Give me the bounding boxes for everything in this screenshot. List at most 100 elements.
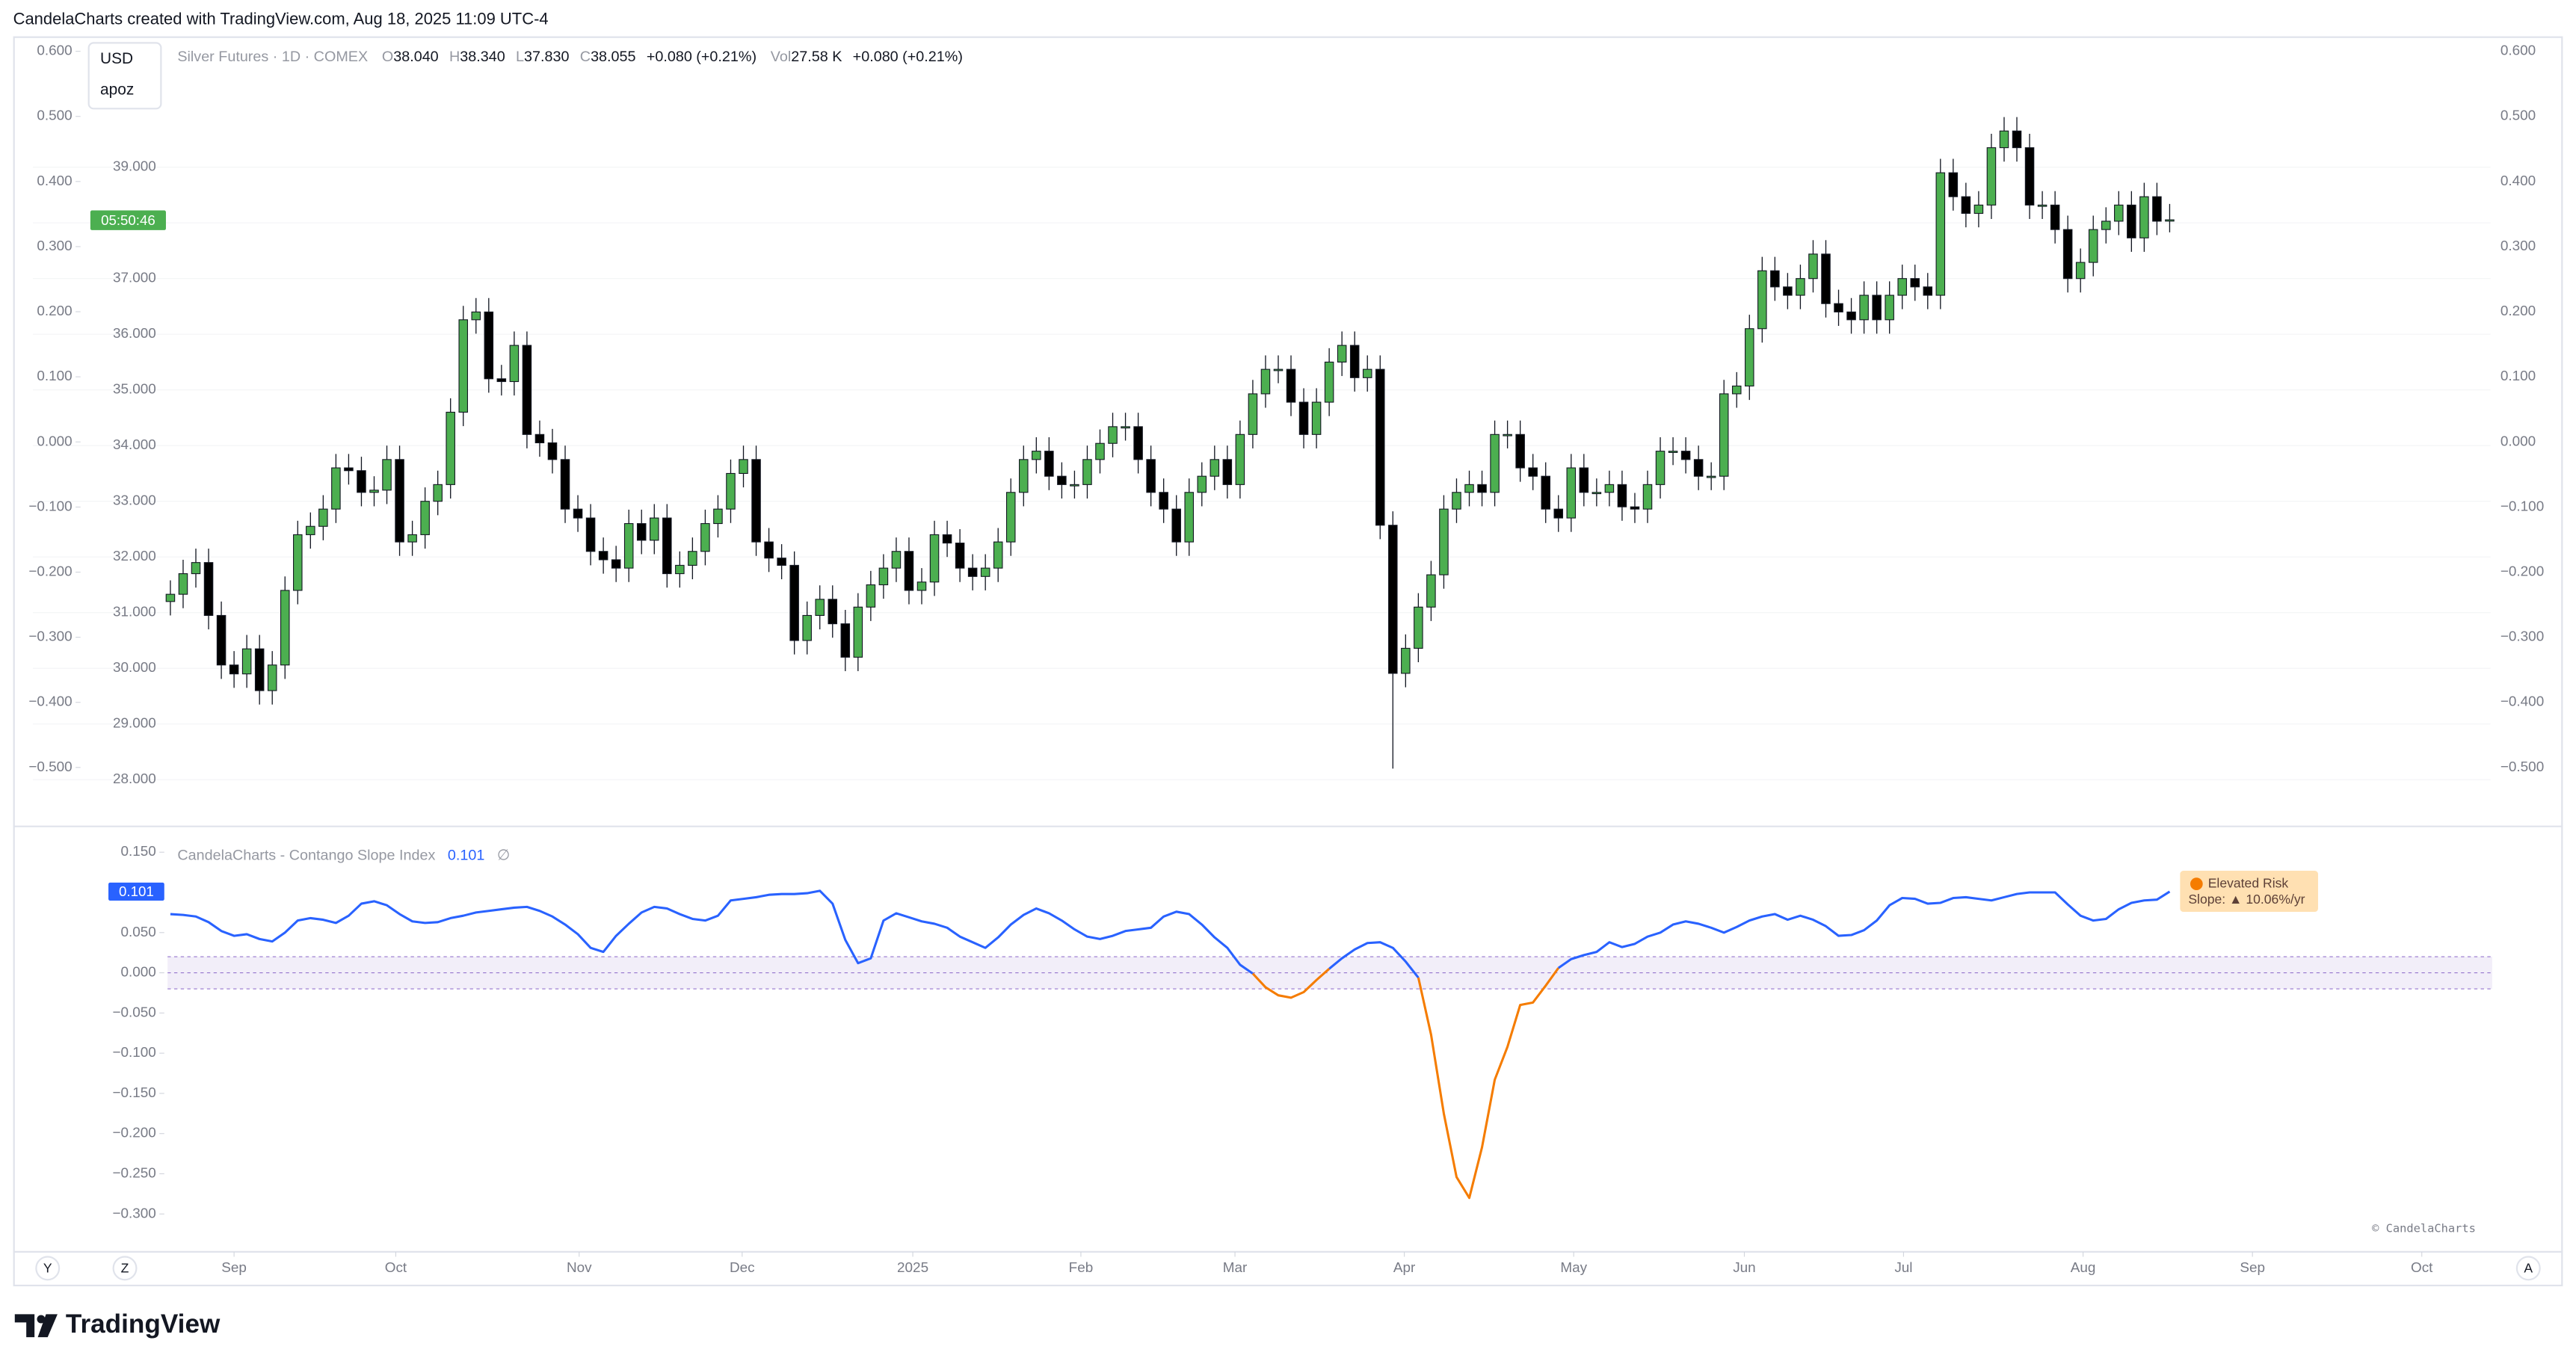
last-value-box [108, 882, 164, 901]
candle-body [395, 459, 404, 543]
candle [1923, 273, 1933, 309]
main-legend: Silver Futures · 1D · COMEX O38.040 H38.… [177, 49, 963, 65]
candle [1414, 593, 1423, 663]
candle-body [1935, 172, 1946, 296]
x-tick-label: Oct [2411, 1260, 2433, 1276]
candle-body [1057, 475, 1067, 485]
candle [1528, 454, 1538, 490]
candle [2075, 248, 2086, 293]
candle [446, 398, 455, 499]
candle [1260, 355, 1271, 408]
candle-body [1757, 270, 1767, 330]
candle-body [1490, 433, 1500, 493]
candle-body [713, 508, 723, 525]
candle-body [1349, 345, 1360, 378]
candle [1452, 478, 1461, 523]
candle-body [942, 534, 952, 544]
candle-body [916, 581, 927, 591]
y2-tick-label-right: 0.100 [2500, 368, 2536, 384]
indicator-value: 0.101 [448, 847, 484, 863]
countdown: 05:50:46 [101, 212, 155, 228]
candle-body [1248, 393, 1258, 435]
candle [828, 585, 838, 638]
candle [1184, 478, 1195, 556]
scale-currency[interactable]: USD [100, 50, 133, 67]
candle-body [1923, 286, 1933, 296]
candle [496, 365, 507, 396]
candle-body [1260, 368, 1271, 395]
candle [1005, 478, 1016, 556]
candle [241, 635, 252, 688]
candle-body [1401, 647, 1411, 674]
candle [547, 428, 558, 474]
candle [216, 601, 227, 679]
candle-body [547, 442, 558, 460]
candle [1159, 478, 1168, 523]
candle-body [1579, 467, 1589, 493]
x-tick-label: Dec [730, 1260, 755, 1276]
y2-tick-label-right: −0.100 [2500, 499, 2544, 514]
candle [1515, 420, 1525, 482]
candle [1872, 281, 1882, 334]
candle [203, 549, 214, 630]
candle-body [1783, 286, 1793, 296]
candle [1362, 355, 1372, 392]
candle [1503, 420, 1512, 448]
scale-menu[interactable] [87, 42, 162, 110]
candle [942, 520, 952, 558]
candle-body [1693, 459, 1704, 477]
candle [458, 306, 469, 427]
candle-body [815, 599, 825, 616]
x-tick-label: Jun [1733, 1260, 1755, 1276]
candle [1834, 289, 1843, 327]
candle-body [1503, 433, 1512, 436]
candle [1808, 240, 1818, 293]
candle [1464, 470, 1474, 507]
ohlc-value: 38.340 [460, 49, 505, 65]
button-label[interactable]: Z [121, 1261, 129, 1276]
candle-body [1464, 484, 1474, 493]
candle [904, 537, 914, 605]
indicator-line [1328, 941, 1420, 978]
candle [1617, 470, 1627, 521]
candle-body [1439, 508, 1449, 576]
annotation-title: Elevated Risk [2208, 875, 2289, 890]
candle-body [318, 508, 328, 527]
candle [1273, 355, 1284, 383]
candle-body [191, 562, 201, 575]
candle-body [1426, 574, 1436, 608]
candle [267, 651, 277, 705]
button[interactable] [2515, 1256, 2541, 1281]
candle [1248, 380, 1258, 448]
candle [891, 537, 902, 582]
candle [1553, 495, 1564, 532]
candle [2152, 182, 2162, 235]
ohlc-value: 37.830 [524, 49, 569, 65]
candle-body [369, 490, 379, 493]
y-tick-label: −0.050 [112, 1005, 155, 1020]
candle [789, 551, 799, 655]
scale-unit[interactable]: apoz [100, 81, 134, 99]
button[interactable] [112, 1256, 138, 1281]
candle [484, 297, 494, 393]
candle-body [623, 522, 634, 569]
y-tick-label: 35.000 [113, 382, 156, 398]
candle [675, 551, 685, 588]
button-label[interactable]: Y [43, 1261, 52, 1276]
candle-body [598, 551, 608, 561]
y2-tick-label-right: 0.500 [2500, 108, 2536, 124]
button[interactable] [35, 1256, 61, 1281]
button-label[interactable]: A [2524, 1261, 2533, 1276]
candle [1783, 273, 1793, 309]
candle-body [357, 470, 366, 493]
y2-tick-label-right: 0.400 [2500, 173, 2536, 189]
candle-body [560, 459, 570, 510]
candle-body [280, 590, 290, 666]
candle-body [382, 459, 392, 491]
candle-body [1553, 508, 1564, 519]
candle [2062, 215, 2073, 293]
candle [1070, 470, 1079, 499]
candle-body [484, 311, 494, 380]
candle [866, 570, 876, 621]
